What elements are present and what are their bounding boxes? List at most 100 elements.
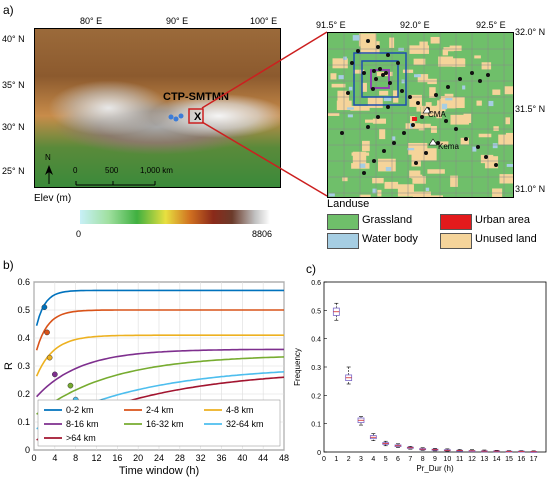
station-marker xyxy=(396,61,400,65)
unused-patch xyxy=(378,158,396,172)
unused-patch xyxy=(367,97,383,108)
y-tick-label: 0.4 xyxy=(311,337,321,344)
unused-patch xyxy=(362,82,367,92)
station-marker xyxy=(386,105,390,109)
station-marker xyxy=(371,87,375,91)
legend-box xyxy=(37,399,281,447)
station-marker xyxy=(374,77,378,81)
x-tick-label: 0 xyxy=(31,453,36,463)
station-marker xyxy=(458,77,462,81)
unused-patch xyxy=(331,83,346,88)
unused-patch xyxy=(478,133,492,138)
unused-patch xyxy=(428,195,444,197)
unused-patch xyxy=(463,113,472,123)
unused-patch xyxy=(379,129,386,140)
unused-patch xyxy=(413,58,426,65)
legend-label: 4-8 km xyxy=(226,405,254,415)
kema-marker xyxy=(428,138,438,146)
unused-patch xyxy=(505,132,513,140)
legend-label: >64 km xyxy=(66,433,96,443)
water-patch xyxy=(347,107,354,110)
unused-patch xyxy=(498,134,513,145)
x-tick-label: 12 xyxy=(91,453,101,463)
elev-min: 0 xyxy=(76,229,82,239)
y-tick-label: 0.2 xyxy=(311,393,321,400)
y-tick-label: 0.5 xyxy=(17,305,30,315)
network-label: CTP-SMTMN xyxy=(163,91,229,103)
scale-500: 500 xyxy=(105,166,119,175)
x-tick-label: 16 xyxy=(517,456,525,463)
unused-patch xyxy=(328,112,340,116)
lat-tick-25: 25° N xyxy=(2,166,25,176)
station-marker xyxy=(362,71,366,75)
line-chart: 0 4 8 12 16 20 24 28 32 36 40 44 4800.10.20.30.40.50… xyxy=(3,277,289,477)
unused-patch xyxy=(505,117,511,125)
x-tick-label: 9 xyxy=(433,456,437,463)
unused-patch xyxy=(409,45,430,54)
water-patch xyxy=(472,146,477,152)
station-marker xyxy=(454,127,458,131)
inset-lat-3: 31.0° N xyxy=(515,184,546,194)
y-tick-label: 0.3 xyxy=(311,365,321,372)
x-tick-label: 4 xyxy=(371,456,375,463)
svg-text:X: X xyxy=(194,111,202,123)
lon-tick-90: 90° E xyxy=(166,16,189,26)
station-marker xyxy=(420,115,424,119)
x-tick-label: 32 xyxy=(196,453,206,463)
water-patch xyxy=(372,188,377,194)
series-marker xyxy=(51,371,58,378)
station-marker xyxy=(376,115,380,119)
panel-b-label: b) xyxy=(3,258,14,272)
x-tick-label: 16 xyxy=(112,453,122,463)
water-patch xyxy=(383,96,392,102)
lon-tick-80: 80° E xyxy=(80,16,103,26)
unused-patch xyxy=(442,49,449,56)
series-marker xyxy=(44,329,50,336)
water-patch xyxy=(328,193,335,197)
unused-patch xyxy=(450,175,458,187)
unused-patch xyxy=(440,96,447,101)
unused-patch xyxy=(372,118,387,124)
landuse-title: Landuse xyxy=(327,198,370,210)
water-patch xyxy=(445,98,453,101)
lat-tick-30: 30° N xyxy=(2,122,25,132)
station-marker xyxy=(366,125,370,129)
x-axis-label: Pr_Dur (h) xyxy=(416,464,454,473)
unused-patch xyxy=(411,154,421,167)
x-tick-label: 1 xyxy=(334,456,338,463)
unused-patch xyxy=(332,58,348,69)
urban-area xyxy=(412,117,417,121)
y-tick-label: 0.1 xyxy=(311,422,321,429)
unused-patch xyxy=(460,137,469,145)
water-patch xyxy=(385,166,392,172)
station-marker xyxy=(416,101,420,105)
inset-map-overlay xyxy=(328,33,513,197)
x-tick-label: 44 xyxy=(258,453,268,463)
unused-patch xyxy=(481,62,492,70)
legend-label: 32-64 km xyxy=(226,419,264,429)
x-tick-label: 17 xyxy=(530,456,538,463)
y-tick-label: 0 xyxy=(25,445,30,455)
station-marker xyxy=(434,93,438,97)
water-patch xyxy=(391,136,396,141)
water-patch xyxy=(441,103,448,110)
series-line xyxy=(36,348,284,398)
y-tick-label: 0.6 xyxy=(17,277,30,287)
x-tick-label: 15 xyxy=(505,456,513,463)
station-marker xyxy=(386,53,390,57)
inset-lat-2: 31.5° N xyxy=(515,104,546,114)
station-marker xyxy=(411,123,415,127)
water-patch xyxy=(425,187,430,192)
unused-patch xyxy=(429,87,436,98)
unused-patch xyxy=(379,90,389,96)
inset-map: CMA Kema xyxy=(327,32,514,198)
series-marker xyxy=(41,304,48,311)
station-marker xyxy=(444,119,448,123)
inset-lon-1: 91.5° E xyxy=(316,20,346,30)
cma-label: CMA xyxy=(428,110,446,119)
y-tick-label: 0 xyxy=(317,450,321,457)
elev-title: Elev (m) xyxy=(34,193,72,204)
x-tick-label: 13 xyxy=(480,456,488,463)
water-patch xyxy=(359,163,366,168)
x-tick-label: 14 xyxy=(493,456,501,463)
